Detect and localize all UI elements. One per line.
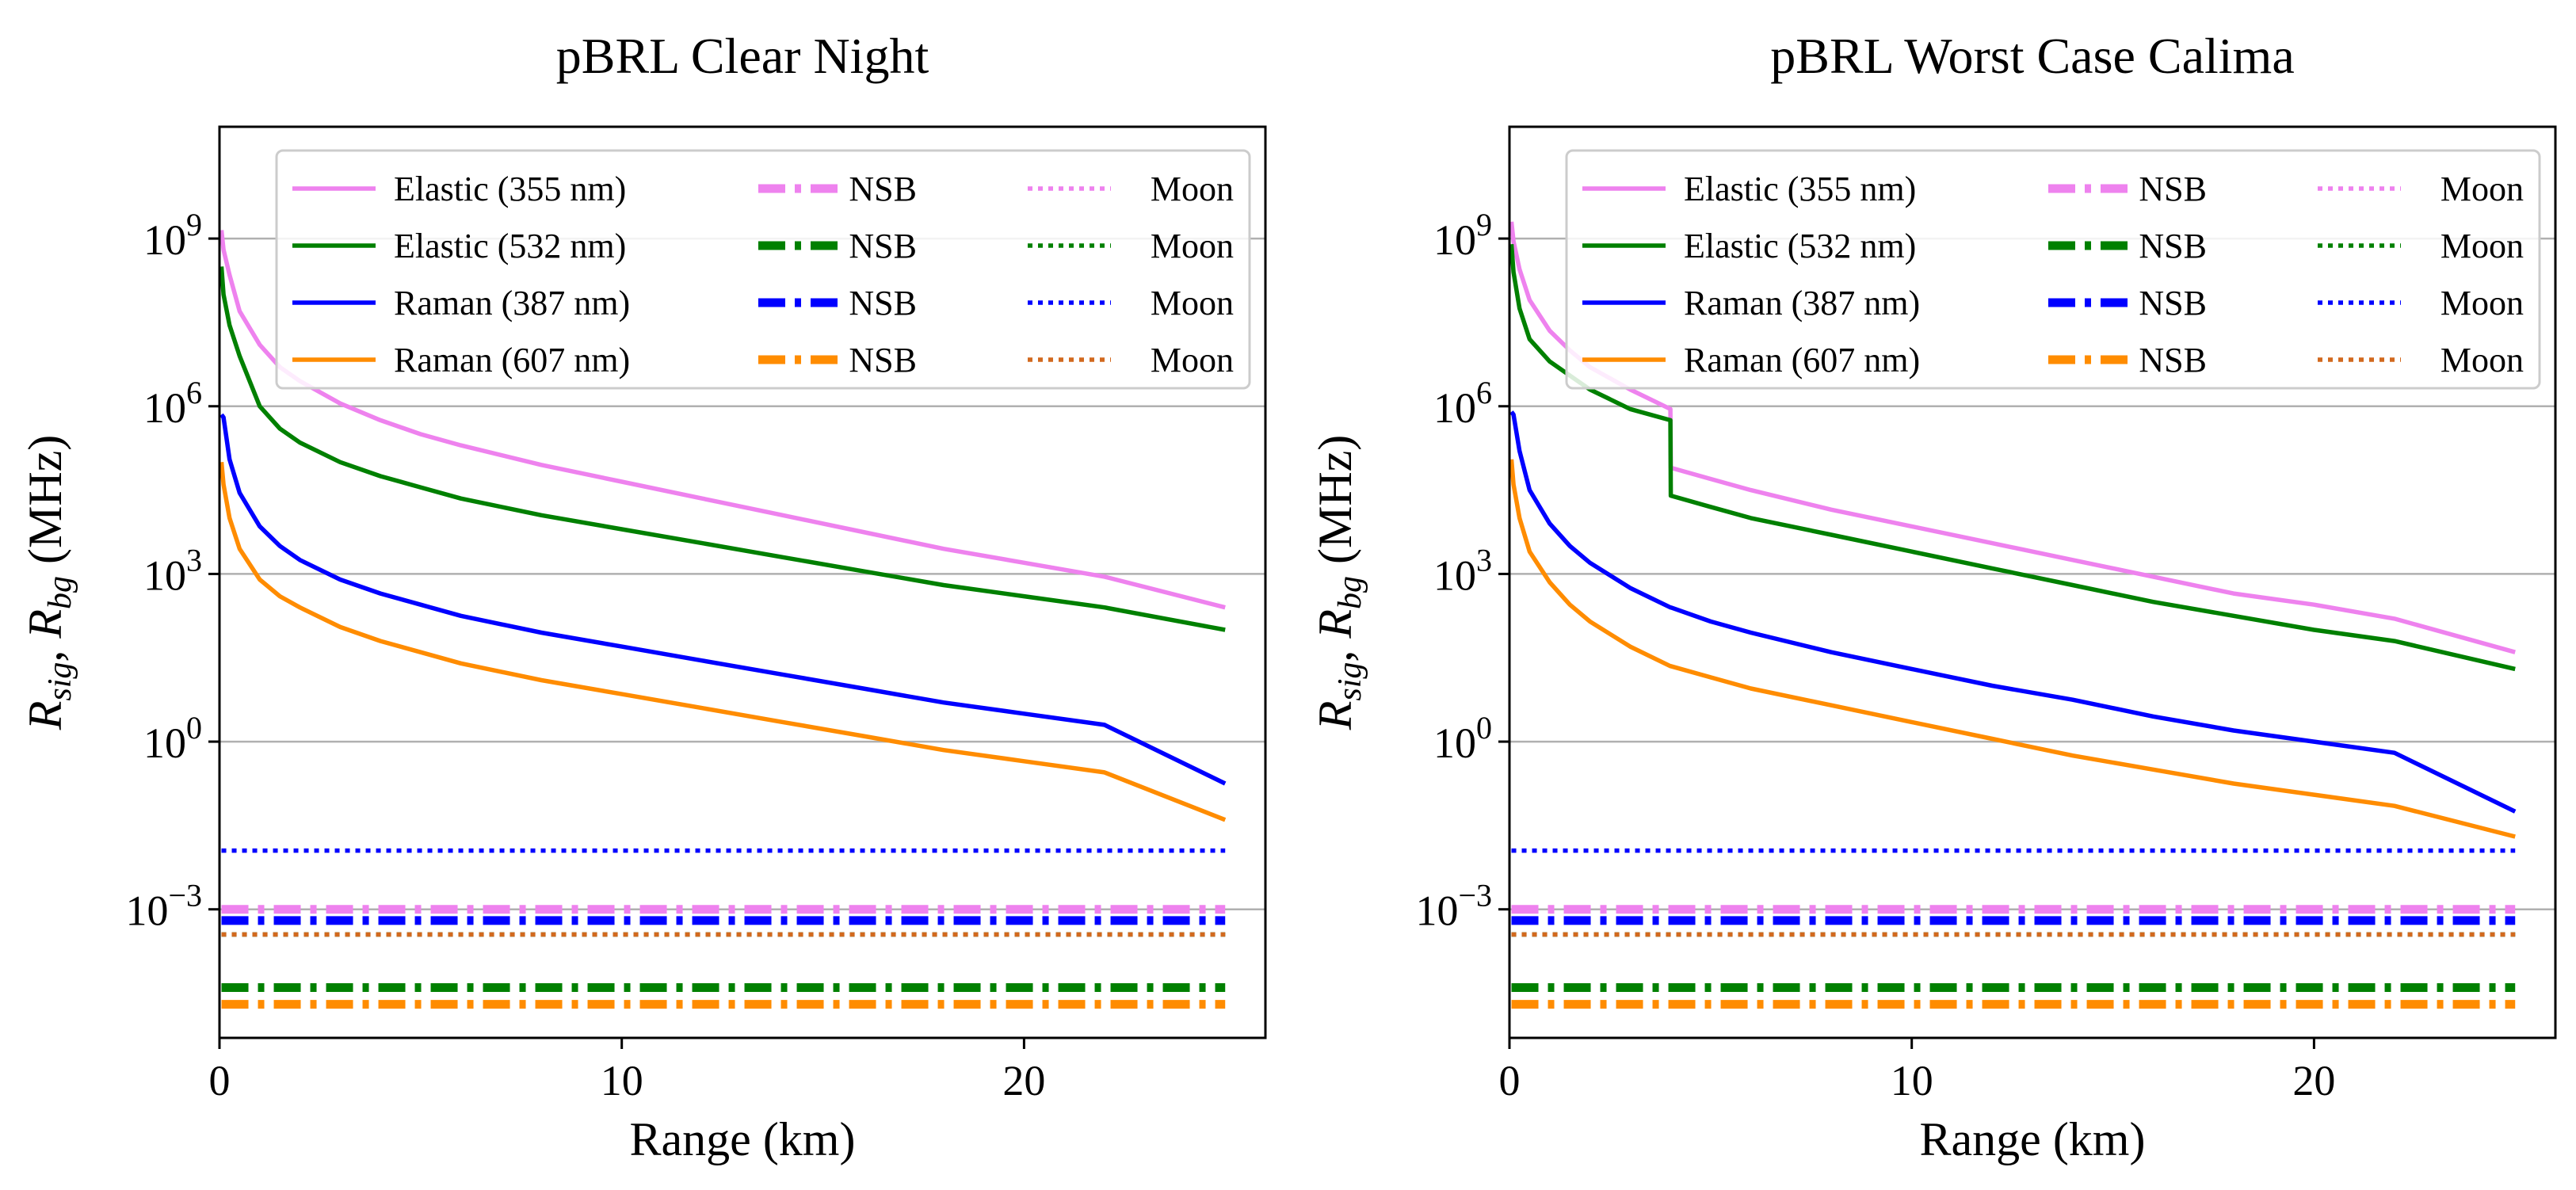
panel-right-ytick-label-2: 103 — [1433, 542, 1492, 599]
panel-left-ytick-label-4: 109 — [143, 207, 202, 264]
panel-right-ytick-label-0: 10−3 — [1415, 878, 1492, 935]
panel-right-legend-label-moon-2: Moon — [2441, 284, 2524, 322]
panel-left-axes-frame — [218, 125, 1267, 1039]
panel-left-legend-frame — [275, 149, 1251, 390]
panel-left-legend-label-elastic-355-nm: Elastic (355 nm) — [394, 170, 626, 208]
panel-left-ytick-label-2: 103 — [143, 542, 202, 599]
panel-left-legend-label-moon-1: Moon — [1151, 227, 1234, 265]
panel-right-xtick-label-1: 10 — [1891, 1057, 1933, 1104]
panel-left-legend-label-elastic-532-nm: Elastic (532 nm) — [394, 227, 626, 265]
panel-right-legend-label-nsb-0: NSB — [2139, 170, 2207, 208]
panel-right-legend-label-moon-0: Moon — [2441, 170, 2524, 208]
panel-right-legend-label-moon-3: Moon — [2441, 341, 2524, 380]
chart-panel-clear-night: pBRL Clear Night 0 10 20 10−3 100 103 106 109 Ran… — [19, 28, 1267, 1165]
panel-left-legend-label-moon-0: Moon — [1151, 170, 1234, 208]
panel-right-series-elastic-355-nm — [1509, 221, 2516, 654]
panel-right-legend-label-nsb-1: NSB — [2139, 227, 2207, 265]
panel-left-series-elastic-532-nm — [219, 266, 1226, 632]
panel-right-series-raman-607-nm — [1509, 459, 2516, 839]
panel-right-legend-label-elastic-355-nm: Elastic (355 nm) — [1684, 170, 1916, 208]
panel-right-legend: Elastic (355 nm) Elastic (532 nm) Raman (3… — [1565, 149, 2541, 390]
panel-left-legend-label-nsb-1: NSB — [849, 227, 917, 265]
panel-left-xtick-label-0: 0 — [209, 1057, 231, 1104]
panel-right-ytick-label-4: 109 — [1433, 207, 1492, 264]
panel-right-series-elastic-532-nm — [1509, 243, 2516, 672]
panel-left-legend-label-nsb-0: NSB — [849, 170, 917, 208]
panel-right-ylabel: Rsig, Rbg (MHz) — [1309, 435, 1368, 731]
panel-right-ytick-label-3: 106 — [1433, 375, 1492, 432]
panel-right-ytick-label-1: 100 — [1433, 710, 1492, 767]
panel-right-legend-label-moon-1: Moon — [2441, 227, 2524, 265]
panel-right-legend-label-nsb-2: NSB — [2139, 284, 2207, 322]
panel-right-legend-frame — [1565, 149, 2541, 390]
panel-left-data — [219, 230, 1227, 1009]
panel-left-legend-label-nsb-2: NSB — [849, 284, 917, 322]
panel-left-series-raman-607-nm — [219, 462, 1227, 822]
panel-right-legend-label-raman-387-nm: Raman (387 nm) — [1684, 284, 1920, 322]
panel-right-axes-frame — [1508, 125, 2557, 1039]
panel-left-series-raman-387-nm — [219, 413, 1227, 786]
panel-left-series-elastic-355-nm — [219, 230, 1226, 610]
panel-right-xtick-label-0: 0 — [1499, 1057, 1521, 1104]
panel-right-legend-label-elastic-532-nm: Elastic (532 nm) — [1684, 227, 1916, 265]
panel-left-legend-label-raman-387-nm: Raman (387 nm) — [394, 284, 630, 322]
panel-left-legend-label-raman-607-nm: Raman (607 nm) — [394, 341, 630, 380]
panel-left-ytick-label-0: 10−3 — [125, 878, 202, 935]
panel-left-ylabel: Rsig, Rbg (MHz) — [19, 435, 78, 731]
panel-right-xlabel: Range (km) — [1920, 1113, 2146, 1165]
panel-left-xtick-label-2: 20 — [1002, 1057, 1045, 1104]
panel-left-ytick-label-3: 106 — [143, 375, 202, 432]
panel-left-xlabel: Range (km) — [630, 1113, 856, 1165]
panel-left-legend: Elastic (355 nm) Elastic (532 nm) Raman (3… — [275, 149, 1251, 390]
panel-right-data — [1509, 221, 2517, 1009]
panel-right-legend-label-nsb-3: NSB — [2139, 341, 2207, 380]
panel-left-ytick-label-1: 100 — [143, 710, 202, 767]
panel-left-legend-label-nsb-3: NSB — [849, 341, 917, 380]
panel-left-legend-label-moon-2: Moon — [1151, 284, 1234, 322]
panel-right-xtick-label-2: 20 — [2292, 1057, 2335, 1104]
panel-right-series-raman-387-nm — [1509, 410, 2517, 814]
panel-left-xtick-label-1: 10 — [601, 1057, 643, 1104]
panel-right-legend-label-raman-607-nm: Raman (607 nm) — [1684, 341, 1920, 380]
panel-right-title: pBRL Worst Case Calima — [1770, 28, 2294, 84]
chart-panel-worst-case-calima: pBRL Worst Case Calima 0 10 20 10−3 100 103 106… — [1309, 28, 2557, 1165]
panel-left-legend-label-moon-3: Moon — [1151, 341, 1234, 380]
panel-left-title: pBRL Clear Night — [556, 28, 929, 84]
